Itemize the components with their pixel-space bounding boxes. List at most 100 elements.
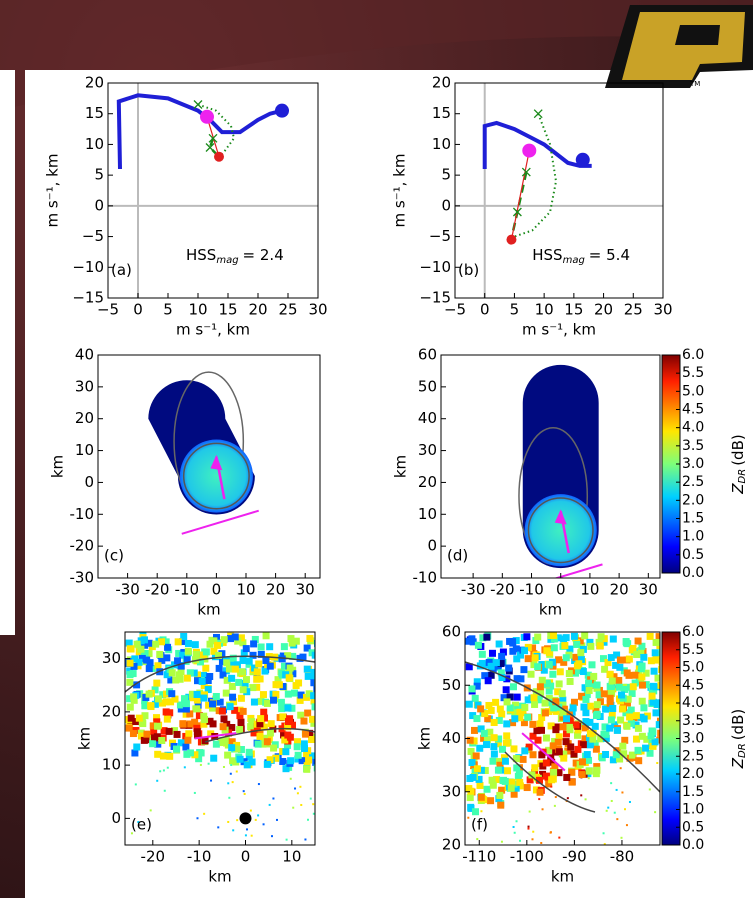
pixel [125, 724, 133, 732]
y-tick-label: -10 [70, 505, 95, 523]
pixel [651, 649, 659, 657]
pixel [194, 677, 202, 685]
x-axis-label: km [539, 601, 562, 619]
pixel [272, 754, 280, 762]
pixel [497, 660, 505, 668]
pixel [488, 776, 496, 784]
pixel [237, 694, 245, 702]
x-tick-label: 25 [278, 301, 297, 319]
pixel [592, 745, 600, 753]
pixel [554, 634, 562, 642]
pixel [310, 692, 315, 700]
pixel [500, 694, 508, 702]
pixel [560, 754, 568, 762]
pixel [503, 720, 511, 728]
pixel [154, 695, 162, 703]
pixel [163, 789, 166, 792]
pixel [615, 683, 623, 691]
colorbar-tick-label: 3.5 [682, 438, 704, 454]
pixel [127, 645, 135, 653]
pixel [656, 762, 659, 765]
colorbar-tick-label: 0.0 [682, 565, 704, 581]
pixel [299, 785, 302, 788]
pixel [167, 698, 175, 706]
pixel [249, 651, 257, 659]
pixel [512, 755, 520, 763]
pixel [153, 733, 161, 741]
pixel [233, 745, 241, 753]
pixel [541, 699, 549, 707]
pixel [642, 744, 650, 752]
pixel [162, 708, 170, 716]
y-axis-label: km [416, 727, 434, 750]
pixel [193, 696, 201, 704]
pixel [270, 744, 278, 752]
pixel [131, 655, 139, 663]
pixel [235, 770, 238, 773]
pixel [225, 665, 233, 673]
pixel [297, 711, 305, 719]
y-tick-label: 60 [442, 623, 461, 641]
pixel [549, 742, 557, 750]
pixel [501, 777, 509, 785]
pixel [509, 638, 517, 646]
pixel [250, 698, 258, 706]
pixel [300, 740, 308, 748]
pixel [275, 681, 283, 689]
pixel [511, 709, 519, 717]
pixel [184, 639, 192, 647]
pixel [477, 725, 485, 733]
pixel [193, 791, 196, 794]
pixel [219, 671, 227, 679]
pixel [585, 679, 593, 687]
colorbar-tick-label: 4.0 [682, 695, 704, 711]
y-tick-label: −5 [82, 227, 104, 245]
pixel [238, 668, 246, 676]
pixel [534, 663, 542, 671]
pixel [145, 650, 153, 658]
pixel [204, 686, 212, 694]
pixel [487, 706, 495, 714]
pixel [299, 653, 307, 661]
pixel [650, 687, 658, 695]
x-tick-label: 10 [282, 848, 301, 866]
pixel [228, 738, 236, 746]
dot-marker [214, 151, 224, 162]
pixel [549, 632, 557, 640]
y-tick-label: 20 [432, 74, 451, 92]
y-tick-label: 0 [441, 196, 451, 214]
pixel [143, 656, 151, 664]
pixel [642, 669, 650, 677]
pixel [167, 676, 175, 684]
pixel [548, 758, 556, 766]
pixel [562, 654, 570, 662]
pixel [607, 716, 615, 724]
pixel [646, 749, 654, 757]
pixel [257, 814, 260, 817]
pixel [243, 688, 251, 696]
pixel [184, 647, 192, 655]
pixel [244, 834, 247, 837]
pixel [166, 709, 174, 717]
pixel [600, 638, 608, 646]
logo: TM [605, 5, 753, 88]
pixel [593, 701, 601, 709]
pixel [509, 719, 517, 727]
pixel [568, 778, 576, 786]
pixel [282, 748, 290, 756]
pixel [642, 681, 650, 689]
pixel [498, 674, 506, 682]
pixel [580, 794, 583, 797]
core [524, 494, 597, 567]
colorbar-tick-label: 3.0 [682, 456, 704, 472]
pixel [163, 654, 171, 662]
pixel [486, 728, 494, 736]
score-name: HSS [532, 246, 562, 264]
pixel [490, 750, 498, 758]
pixel [606, 724, 614, 732]
pixel [575, 666, 583, 674]
radar-site [239, 812, 252, 825]
pixel [498, 745, 506, 753]
pixel [191, 718, 199, 726]
